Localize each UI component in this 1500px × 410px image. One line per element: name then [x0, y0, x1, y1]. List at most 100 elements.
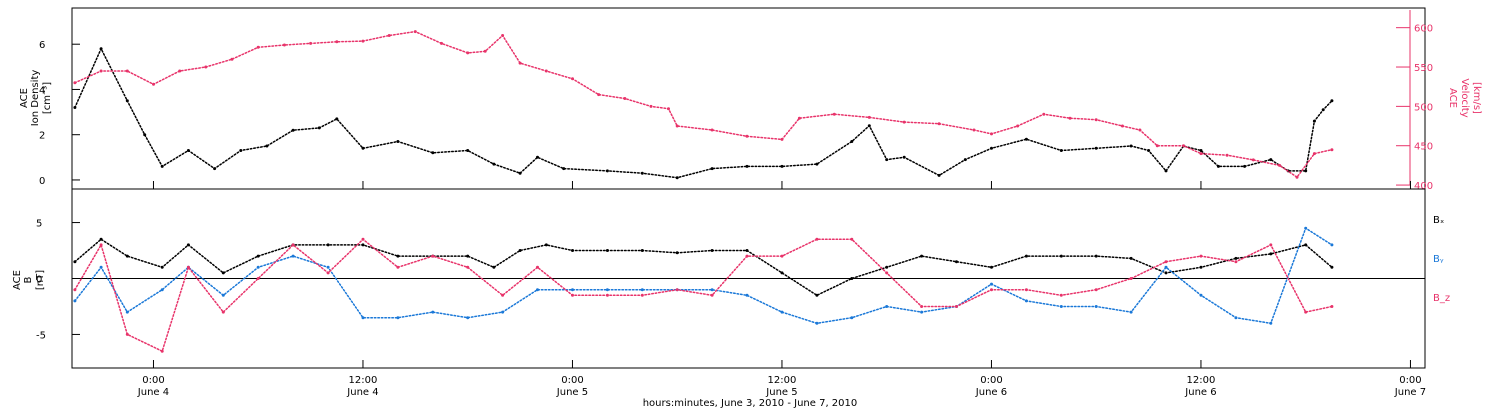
- field-point: [99, 265, 103, 269]
- field-point: [186, 243, 190, 247]
- plasma-point: [1059, 149, 1063, 152]
- plasma-point: [1147, 149, 1151, 152]
- field-point: [1024, 299, 1028, 303]
- field-point: [1304, 310, 1308, 314]
- plasma-point: [1304, 169, 1308, 173]
- field-point: [1330, 305, 1334, 308]
- plasma-point: [1295, 175, 1299, 179]
- plasma-point: [518, 171, 522, 175]
- field-point: [1094, 305, 1098, 308]
- time-tick-label: 12:00: [768, 375, 797, 386]
- plasma-point: [667, 107, 670, 111]
- density-tick-label: 6: [39, 40, 45, 51]
- plasma-point: [1243, 164, 1247, 168]
- field-point: [544, 243, 548, 247]
- plasma-point: [1016, 124, 1020, 128]
- field-point: [780, 254, 784, 258]
- field-point: [675, 251, 679, 255]
- plasma-point: [1182, 144, 1185, 148]
- field-point: [396, 265, 400, 269]
- field-point: [1304, 226, 1308, 230]
- plasma-point: [396, 140, 400, 143]
- plasma-point: [230, 57, 234, 61]
- field-point: [571, 288, 574, 292]
- plasma-point: [1225, 153, 1229, 157]
- plasma-point: [1269, 158, 1273, 162]
- plasma-point: [160, 164, 164, 168]
- field-point: [1129, 310, 1133, 314]
- density-tick-label: 0: [39, 176, 45, 187]
- plasma-point: [1330, 99, 1334, 103]
- field-point: [326, 243, 330, 247]
- density-axis-label-line2: Ion Density: [30, 70, 41, 127]
- plasma-point: [972, 128, 976, 132]
- plasma-point: [256, 45, 260, 49]
- plasma-point: [1120, 124, 1124, 128]
- field-point: [1199, 293, 1203, 297]
- plasma-point: [361, 146, 365, 150]
- field-series-2: [73, 237, 1334, 353]
- field-point: [1059, 293, 1063, 297]
- plasma-point: [492, 162, 496, 166]
- field-point: [1129, 256, 1133, 260]
- field-point: [1304, 243, 1308, 247]
- plasma-point: [213, 167, 217, 171]
- field-point: [850, 237, 854, 241]
- field-point: [1164, 260, 1168, 264]
- plasma-point: [143, 133, 147, 137]
- field-axis-label-line2: B: [23, 276, 34, 283]
- field-point: [1129, 277, 1133, 280]
- date-tick-label: June 4: [137, 387, 169, 398]
- field-point: [536, 288, 539, 292]
- field-axis-label-line3: [nT]: [35, 270, 46, 290]
- field-point: [990, 265, 993, 269]
- plasma-point: [1129, 144, 1133, 148]
- plasma-point: [186, 149, 190, 152]
- field-point: [518, 249, 522, 252]
- plasma-point: [780, 137, 784, 141]
- field-trace: [74, 238, 1333, 353]
- velocity-tick-label: 600: [1414, 24, 1433, 35]
- field-point: [640, 288, 644, 292]
- plasma-point: [710, 128, 714, 132]
- field-point: [1024, 288, 1028, 292]
- density-axis-label-line3: [cm⁻³]: [42, 82, 53, 114]
- plasma-point: [1199, 149, 1203, 152]
- plasma-point: [745, 164, 749, 168]
- field-point: [640, 293, 644, 297]
- plasma-point: [335, 40, 339, 44]
- field-point: [745, 254, 749, 258]
- field-point: [605, 288, 609, 292]
- field-point: [640, 249, 644, 252]
- velocity-axis-label-line1: ACE: [1447, 88, 1458, 108]
- plasma-point: [387, 34, 391, 37]
- plasma-panel: 0 2 4 6 400 450 500 550 600 ACE Ion Density [cm…: [19, 7, 1482, 192]
- field-point: [1234, 260, 1238, 264]
- legend-by: Bᵧ: [1433, 254, 1444, 265]
- field-tick-label: 5: [36, 219, 42, 230]
- field-trace: [74, 227, 1333, 325]
- plasma-point: [1251, 158, 1255, 162]
- field-point: [920, 254, 924, 258]
- plasma-point: [902, 155, 906, 159]
- magnetic-data: [73, 226, 1334, 353]
- field-tick-label: 0: [36, 275, 42, 286]
- date-tick-label: June 5: [765, 387, 797, 398]
- field-point: [256, 265, 260, 269]
- field-point: [99, 243, 103, 247]
- field-point: [99, 237, 103, 241]
- plasma-point: [518, 61, 522, 65]
- plasma-point: [99, 47, 103, 51]
- plasma-point: [309, 41, 313, 45]
- field-point: [885, 271, 889, 275]
- plasma-point: [605, 169, 609, 173]
- plasma-point: [850, 140, 854, 143]
- plasma-point: [1312, 152, 1316, 156]
- plasma-right-axis: 400 450 500 550 600: [1396, 10, 1433, 192]
- field-point: [815, 293, 819, 297]
- field-point: [1269, 252, 1273, 256]
- plasma-point: [1216, 164, 1220, 168]
- field-point: [675, 288, 679, 292]
